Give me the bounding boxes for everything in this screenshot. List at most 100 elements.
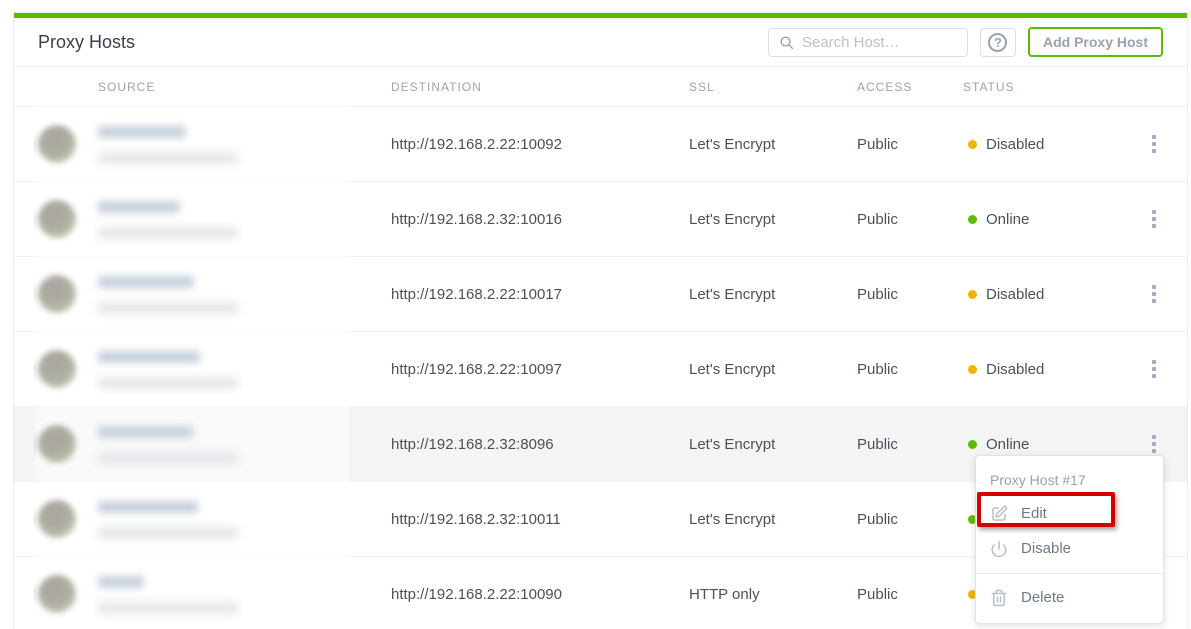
ssl-cell: Let's Encrypt bbox=[689, 435, 776, 453]
status-cell: Disabled bbox=[963, 361, 1121, 378]
redacted-domain bbox=[98, 125, 186, 138]
destination-cell: http://192.168.2.22:10017 bbox=[391, 285, 562, 303]
access-cell: Public bbox=[857, 360, 898, 378]
destination-cell: http://192.168.2.22:10092 bbox=[391, 135, 562, 153]
status-dot bbox=[968, 139, 977, 149]
avatar bbox=[38, 425, 76, 463]
status-cell: Disabled bbox=[963, 286, 1121, 303]
row-actions-kebab-open[interactable] bbox=[1146, 429, 1162, 459]
menu-item-label: Disable bbox=[1021, 540, 1072, 557]
menu-item-edit[interactable]: Edit bbox=[976, 496, 1163, 531]
redacted-created-date bbox=[98, 377, 238, 388]
source-cell-redacted bbox=[98, 125, 391, 163]
destination-cell: http://192.168.2.22:10090 bbox=[391, 585, 562, 603]
status-cell: Disabled bbox=[963, 136, 1121, 153]
redacted-created-date bbox=[98, 152, 238, 163]
row-actions-kebab[interactable] bbox=[1146, 279, 1162, 309]
access-cell: Public bbox=[857, 510, 898, 528]
ssl-cell: HTTP only bbox=[689, 585, 760, 603]
ssl-cell: Let's Encrypt bbox=[689, 135, 776, 153]
column-header-source: SOURCE bbox=[98, 79, 156, 94]
access-cell: Public bbox=[857, 135, 898, 153]
status-dot bbox=[968, 589, 977, 599]
status-label: Disabled bbox=[986, 135, 1045, 153]
row-actions-kebab[interactable] bbox=[1146, 354, 1162, 384]
column-header-destination: DESTINATION bbox=[391, 79, 482, 94]
power-icon bbox=[991, 540, 1007, 557]
menu-divider bbox=[976, 573, 1163, 574]
page-title: Proxy Hosts bbox=[38, 31, 136, 52]
search-icon bbox=[780, 36, 794, 49]
status-dot bbox=[968, 514, 977, 524]
avatar bbox=[38, 350, 76, 388]
trash-icon bbox=[991, 589, 1007, 606]
card-header: Proxy Hosts ? Add Proxy Host bbox=[14, 18, 1187, 67]
redacted-domain bbox=[98, 200, 180, 213]
menu-item-label: Delete bbox=[1021, 589, 1065, 606]
destination-cell: http://192.168.2.32:10011 bbox=[391, 510, 561, 528]
status-dot bbox=[968, 439, 977, 449]
access-cell: Public bbox=[857, 435, 898, 453]
access-cell: Public bbox=[857, 210, 898, 228]
menu-item-disable[interactable]: Disable bbox=[976, 531, 1163, 566]
redacted-domain bbox=[98, 275, 194, 288]
row-actions-kebab[interactable] bbox=[1146, 204, 1162, 234]
redacted-domain bbox=[98, 575, 144, 588]
table-row[interactable]: http://192.168.2.22:10097 Let's Encrypt … bbox=[14, 332, 1187, 407]
source-cell-redacted bbox=[98, 500, 391, 538]
edit-icon bbox=[992, 505, 1008, 521]
menu-item-label: Edit bbox=[1021, 505, 1047, 522]
avatar bbox=[38, 275, 76, 313]
add-proxy-host-button[interactable]: Add Proxy Host bbox=[1027, 27, 1163, 57]
destination-cell: http://192.168.2.32:8096 bbox=[391, 435, 554, 453]
search-input[interactable] bbox=[801, 33, 957, 51]
redacted-domain bbox=[98, 350, 200, 363]
avatar bbox=[38, 500, 76, 538]
ssl-cell: Let's Encrypt bbox=[689, 285, 776, 303]
table-row[interactable]: http://192.168.2.32:10016 Let's Encrypt … bbox=[14, 182, 1187, 257]
status-cell: Online bbox=[963, 211, 1121, 228]
destination-cell: http://192.168.2.32:10016 bbox=[391, 210, 562, 228]
column-header-ssl: SSL bbox=[689, 79, 715, 94]
redacted-domain bbox=[98, 500, 198, 513]
status-label: Disabled bbox=[986, 360, 1045, 378]
status-label: Disabled bbox=[986, 285, 1045, 303]
header-controls: ? Add Proxy Host bbox=[767, 27, 1163, 57]
redacted-created-date bbox=[98, 227, 238, 238]
redacted-created-date bbox=[98, 302, 238, 313]
access-cell: Public bbox=[857, 285, 898, 303]
avatar bbox=[38, 575, 76, 613]
status-label: Online bbox=[986, 435, 1030, 453]
redacted-created-date bbox=[98, 452, 238, 463]
avatar bbox=[38, 200, 76, 238]
column-header-access: ACCESS bbox=[857, 79, 913, 94]
redacted-created-date bbox=[98, 527, 238, 538]
redacted-created-date bbox=[98, 602, 238, 613]
column-header-status: STATUS bbox=[963, 79, 1015, 94]
status-dot bbox=[968, 214, 977, 224]
status-dot bbox=[968, 289, 977, 299]
table-row[interactable]: http://192.168.2.22:10017 Let's Encrypt … bbox=[14, 257, 1187, 332]
row-actions-menu: Proxy Host #17 Edit Disable Delete bbox=[975, 455, 1164, 624]
ssl-cell: Let's Encrypt bbox=[689, 210, 776, 228]
search-box[interactable] bbox=[767, 27, 968, 57]
source-cell-redacted bbox=[98, 575, 391, 613]
source-cell-redacted bbox=[98, 275, 391, 313]
status-label: Online bbox=[986, 210, 1030, 228]
row-actions-kebab[interactable] bbox=[1146, 129, 1162, 159]
menu-title: Proxy Host #17 bbox=[990, 472, 1086, 488]
ssl-cell: Let's Encrypt bbox=[689, 360, 776, 378]
proxy-hosts-card: Proxy Hosts ? Add Proxy Host SOURCE DEST… bbox=[13, 12, 1188, 629]
card-accent-bar bbox=[14, 13, 1187, 18]
avatar bbox=[38, 125, 76, 163]
source-cell-redacted bbox=[98, 350, 391, 388]
status-dot bbox=[968, 364, 977, 374]
help-button[interactable]: ? bbox=[979, 27, 1016, 57]
question-circle-icon: ? bbox=[988, 32, 1008, 52]
table-row[interactable]: http://192.168.2.22:10092 Let's Encrypt … bbox=[14, 107, 1187, 182]
destination-cell: http://192.168.2.22:10097 bbox=[391, 360, 562, 378]
menu-item-delete[interactable]: Delete bbox=[976, 580, 1163, 615]
source-cell-redacted bbox=[98, 200, 391, 238]
ssl-cell: Let's Encrypt bbox=[689, 510, 776, 528]
